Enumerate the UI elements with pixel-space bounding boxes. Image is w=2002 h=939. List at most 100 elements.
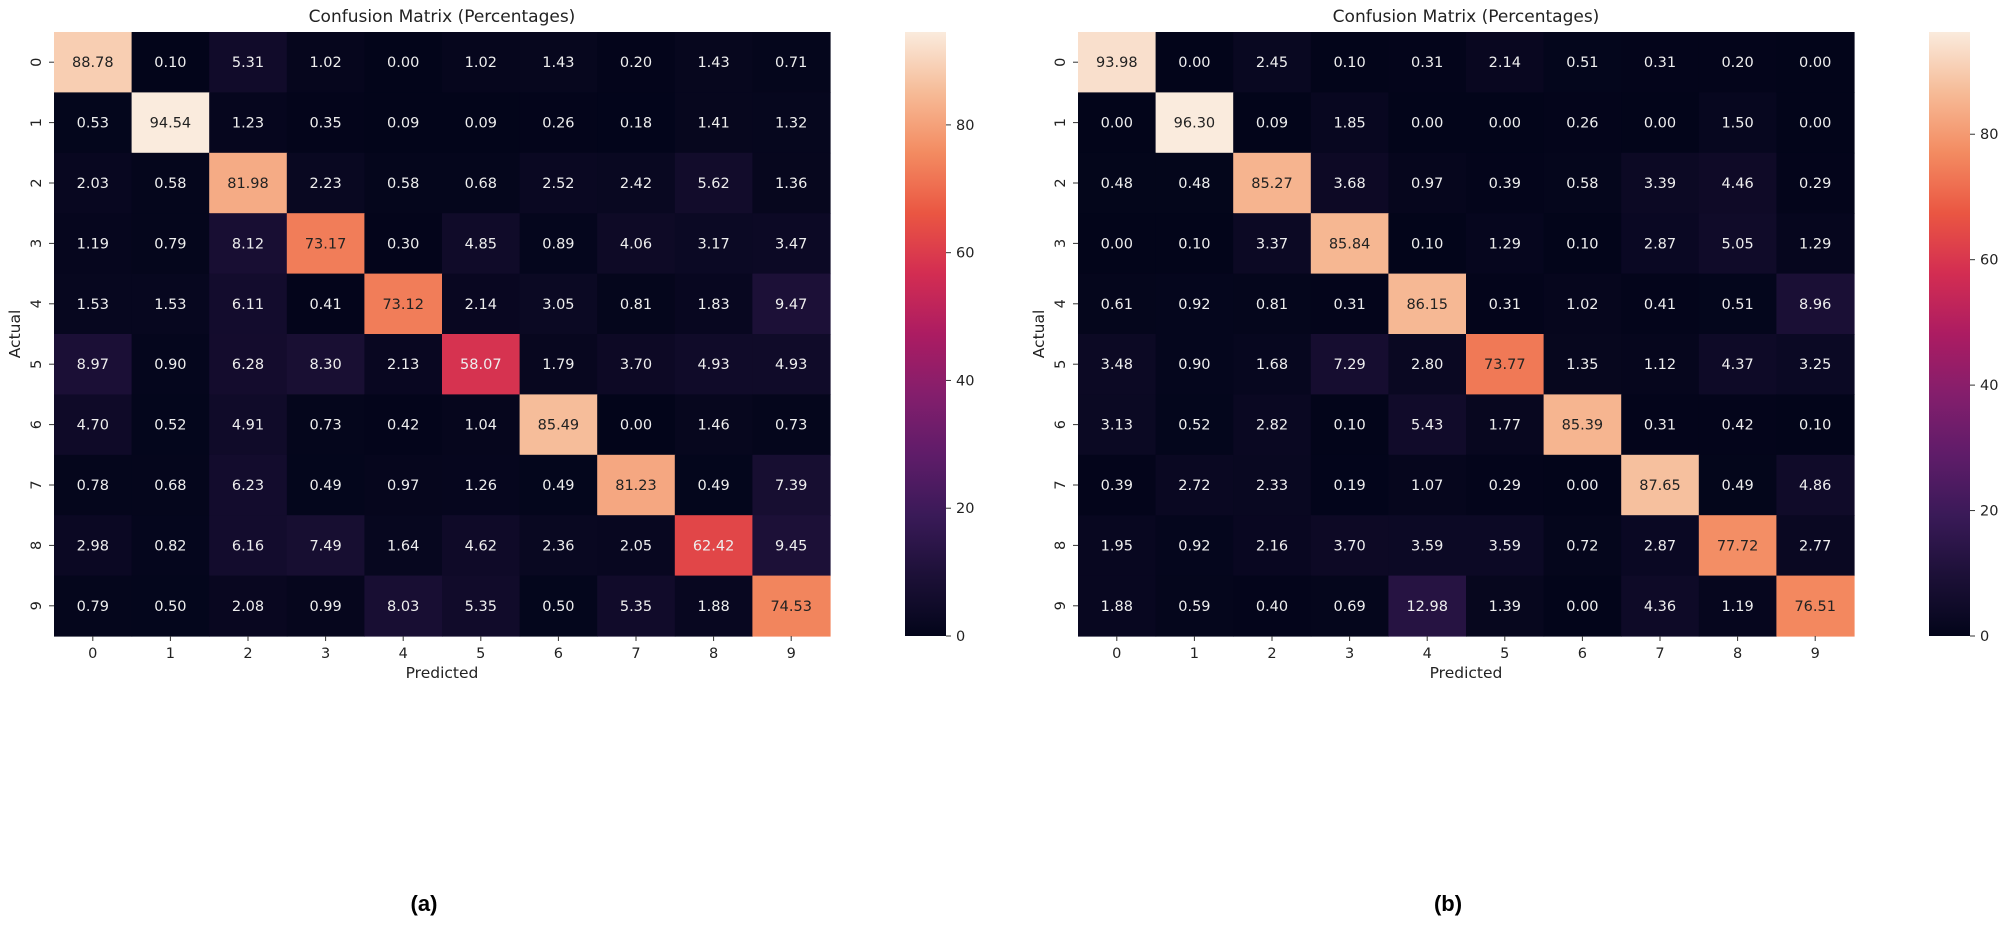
- panel-a-cell-label-r2-c0: 2.03: [77, 176, 109, 192]
- panel-a-cell-r1-c4: [364, 92, 443, 154]
- panel-a-cell-r3-c6: [519, 213, 598, 275]
- panel-a-cell-r5-c9: [752, 334, 831, 395]
- panel-a-cell-r1-c5: [442, 92, 521, 154]
- panel-a-cell-label-r3-c3: 73.17: [305, 236, 347, 252]
- panel-b-cell-r0-c9: [1776, 32, 1855, 93]
- panel-b-y-tick-5: 5: [1053, 360, 1069, 369]
- panel-a-cell-label-r1-c9: 1.32: [775, 116, 807, 132]
- panel-a-cell-r5-c6: [519, 334, 598, 395]
- panel-a-cell-r7-c8: [674, 454, 753, 516]
- panel-b-cell-label-r1-c1: 96.30: [1174, 116, 1216, 132]
- panel-b-colorbar: [1929, 32, 1970, 636]
- panel-a-cell-r0-c9: [752, 32, 831, 93]
- panel-a-cell-r8-c4: [364, 515, 443, 577]
- panel-a-cell-label-r7-c9: 7.39: [775, 478, 807, 494]
- panel-b-y-tick-6: 6: [1053, 420, 1069, 429]
- panel-b-cell-label-r5-c8: 4.37: [1721, 357, 1753, 373]
- panel-b-cell-label-r7-c2: 2.33: [1256, 478, 1288, 494]
- panel-b-cell-r4-c4: [1388, 273, 1467, 335]
- panel-b-cell-label-r8-c6: 0.72: [1566, 538, 1598, 554]
- panel-a-cell-label-r9-c2: 2.08: [232, 599, 264, 615]
- panel-b-cell-r4-c0: [1078, 273, 1157, 335]
- panel-b-cell-r5-c4: [1388, 334, 1467, 395]
- panel-a-cell-label-r1-c2: 1.23: [232, 116, 264, 132]
- panel-b-cell-label-r2-c8: 4.46: [1721, 176, 1753, 192]
- panel-b-cell-label-r0-c2: 2.45: [1256, 55, 1288, 71]
- panel-a-cell-r8-c3: [286, 515, 365, 577]
- panel-b-cell-label-r9-c5: 1.39: [1489, 599, 1521, 615]
- panel-b-y-label: Actual: [1030, 310, 1048, 359]
- panel-a-cell-r6-c8: [674, 394, 753, 456]
- panel-a-cell-r4-c1: [131, 273, 210, 335]
- panel-a-cell-label-r4-c7: 0.81: [620, 297, 652, 313]
- panel-a-cell-label-r4-c9: 9.47: [775, 297, 807, 313]
- panel-a-cell-r0-c3: [286, 32, 365, 93]
- panel-b-cell-label-r5-c3: 7.29: [1333, 357, 1365, 373]
- panel-b-cell-label-r1-c8: 1.50: [1721, 116, 1753, 132]
- panel-b-cell-r2-c6: [1543, 152, 1622, 214]
- panel-b-cell-r1-c2: [1233, 92, 1312, 154]
- panel-a-cell-r3-c8: [674, 213, 753, 275]
- panel-a-cell-label-r8-c1: 0.82: [154, 538, 186, 554]
- panel-a-cell-r2-c5: [442, 152, 521, 214]
- panel-a-cell-r9-c2: [209, 575, 288, 637]
- panel-a-cell-r2-c0: [54, 152, 133, 214]
- panel-b-cell-r7-c5: [1466, 454, 1545, 516]
- panel-b-cell-label-r1-c2: 0.09: [1256, 116, 1288, 132]
- panel-a-cell-r6-c6: [519, 394, 598, 456]
- panel-a-cell-label-r9-c3: 0.99: [309, 599, 341, 615]
- panel-b-cell-r5-c7: [1621, 334, 1700, 395]
- panel-b-cell-r5-c8: [1698, 334, 1777, 395]
- panel-b-cell-r6-c8: [1698, 394, 1777, 456]
- panel-a-cell-r5-c7: [597, 334, 676, 395]
- panel-a-cell-r9-c7: [597, 575, 676, 637]
- panel-a-cell-label-r0-c6: 1.43: [542, 55, 574, 71]
- panel-b-cell-label-r0-c5: 2.14: [1489, 55, 1521, 71]
- panel-b-cell-r4-c8: [1698, 273, 1777, 335]
- panel-b-cell-label-r9-c7: 4.36: [1644, 599, 1676, 615]
- panel-a-cell-r4-c5: [442, 273, 521, 335]
- panel-b-cell-label-r0-c0: 93.98: [1096, 55, 1138, 71]
- panel-b-cell-label-r7-c9: 4.86: [1799, 478, 1831, 494]
- panel-a-cell-r3-c2: [209, 213, 288, 275]
- panel-b-cell-r9-c8: [1698, 575, 1777, 637]
- panel-b-cell-r7-c7: [1621, 454, 1700, 516]
- panel-a-cell-r0-c5: [442, 32, 521, 93]
- panel-a-cell-label-r8-c5: 4.62: [465, 538, 497, 554]
- panel-b-cell-label-r9-c0: 1.88: [1101, 599, 1133, 615]
- panel-a-cell-label-r2-c5: 0.68: [465, 176, 497, 192]
- panel-b-cell-r6-c3: [1310, 394, 1389, 456]
- panel-a-cell-r9-c9: [752, 575, 831, 637]
- panel-a-cell-r1-c9: [752, 92, 831, 154]
- panel-a-cell-label-r3-c4: 0.30: [387, 236, 419, 252]
- panel-b-cell-r1-c0: [1078, 92, 1157, 154]
- panel-b-cell-label-r8-c9: 2.77: [1799, 538, 1831, 554]
- panel-b-cell-r6-c9: [1776, 394, 1855, 456]
- panel-b-cell-label-r6-c9: 0.10: [1799, 418, 1831, 434]
- panel-a-cell-label-r9-c6: 0.50: [542, 599, 574, 615]
- panel-b-cell-label-r1-c5: 0.00: [1489, 116, 1521, 132]
- panel-b-cell-label-r3-c3: 85.84: [1329, 236, 1371, 252]
- panel-a-cell-r2-c8: [674, 152, 753, 214]
- panel-b-cell-r2-c0: [1078, 152, 1157, 214]
- panel-b-cell-r3-c3: [1310, 213, 1389, 275]
- panel-b-cell-label-r2-c6: 0.58: [1566, 176, 1598, 192]
- panel-b-cell-r9-c4: [1388, 575, 1467, 637]
- panel-b-cell-r7-c9: [1776, 454, 1855, 516]
- panel-a-x-tick-7: 7: [631, 646, 640, 662]
- panel-b-cell-label-r2-c1: 0.48: [1178, 176, 1210, 192]
- panel-a-cell-r3-c5: [442, 213, 521, 275]
- panel-a-cell-r0-c2: [209, 32, 288, 93]
- panel-b-cell-label-r6-c2: 2.82: [1256, 418, 1288, 434]
- panel-a-cell-r6-c3: [286, 394, 365, 456]
- panel-a-cell-r7-c6: [519, 454, 598, 516]
- panel-b-x-tick-3: 3: [1345, 646, 1354, 662]
- panel-b-cell-label-r5-c1: 0.90: [1178, 357, 1210, 373]
- panel-a-cell-label-r4-c4: 73.12: [382, 297, 424, 313]
- panel-b-title: Confusion Matrix (Percentages): [1333, 7, 1600, 27]
- panel-b-cell-r7-c3: [1310, 454, 1389, 516]
- panel-a-cell-r2-c6: [519, 152, 598, 214]
- panel-b-cell-label-r7-c1: 2.72: [1178, 478, 1210, 494]
- panel-a-cell-label-r1-c8: 1.41: [697, 116, 729, 132]
- panel-a-cell-label-r7-c8: 0.49: [697, 478, 729, 494]
